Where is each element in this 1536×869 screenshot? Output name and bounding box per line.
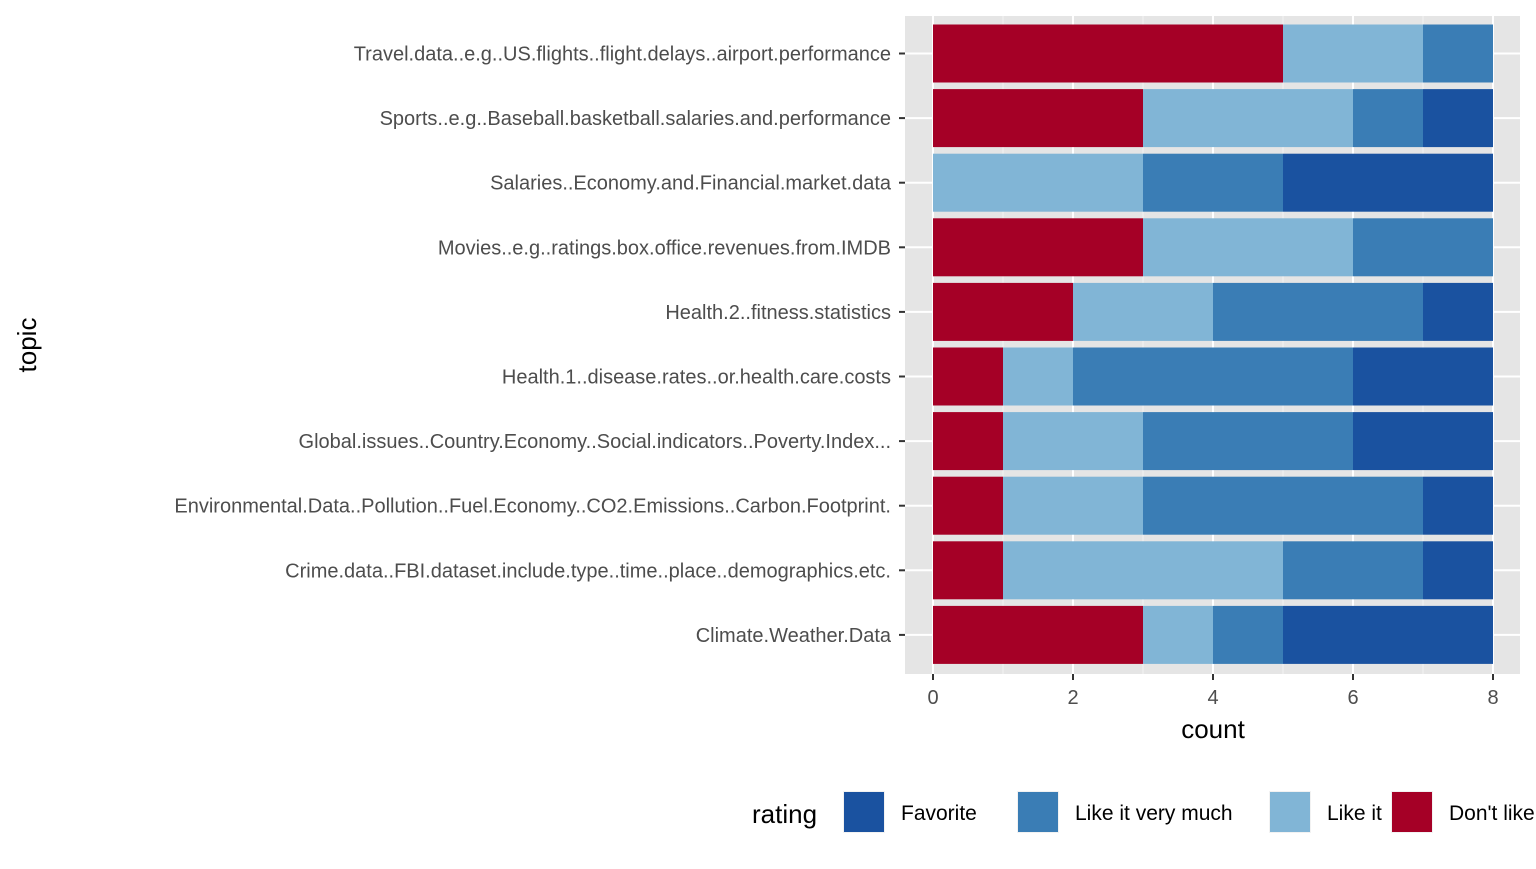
legend-title: rating [752,799,817,829]
x-tick-label: 8 [1487,687,1498,709]
x-tick-label: 4 [1207,687,1218,709]
bar-segment [1423,89,1493,148]
bar-segment [933,476,1003,535]
bar-segment [1003,412,1143,471]
y-tick-label: Movies..e.g..ratings.box.office.revenues… [438,237,891,259]
y-tick-label: Health.1..disease.rates..or.health.care.… [502,367,891,389]
bar-segment [933,24,1283,83]
bar-segment [1003,347,1073,406]
legend-label: Like it very much [1075,802,1233,825]
legend-swatch [1270,792,1310,832]
y-tick-label: Crime.data..FBI.dataset.include.type..ti… [285,560,891,582]
legend-label: Don't like [1449,802,1535,825]
bar-segment [1353,89,1423,148]
legend-swatch [844,792,884,832]
bar-segment [933,282,1073,341]
y-tick-label: Travel.data..e.g..US.flights..flight.del… [354,44,891,66]
y-tick-label: Sports..e.g..Baseball.basketball.salarie… [380,108,891,130]
y-tick-label: Climate.Weather.Data [696,625,892,647]
legend-swatch [1392,792,1432,832]
bar-segment [1143,218,1353,277]
bar-segment [1423,282,1493,341]
bar-segment [933,89,1143,148]
bar-segment [1143,153,1283,212]
bar-segment [1213,605,1283,664]
x-tick-label: 2 [1067,687,1078,709]
legend-swatch [1018,792,1058,832]
x-tick-label: 0 [927,687,938,709]
bar-segment [1353,412,1493,471]
bar-segment [1073,282,1213,341]
x-axis-title: count [1181,714,1245,744]
bar-segment [1143,412,1353,471]
bar-segment [933,153,1143,212]
legend-label: Favorite [901,802,977,825]
bar-segment [1283,541,1423,600]
bar-segment [1143,476,1423,535]
bar-segment [1073,347,1353,406]
bar-segment [1283,24,1423,83]
y-tick-label: Salaries..Economy.and.Financial.market.d… [490,173,892,195]
bar-segment [933,412,1003,471]
y-axis-title: topic [12,318,42,373]
bar-segment [1423,24,1493,83]
bar-segment [933,347,1003,406]
bar-segment [1143,89,1353,148]
bar-segment [1283,153,1493,212]
bar-segment [933,605,1143,664]
bar-segment [1353,347,1493,406]
bar-segment [1353,218,1493,277]
y-tick-label: Global.issues..Country.Economy..Social.i… [299,431,891,453]
bar-segment [1003,476,1143,535]
bar-segment [1423,476,1493,535]
bar-segment [1003,541,1283,600]
bar-segment [1143,605,1213,664]
bar-segment [933,218,1143,277]
bar-segment [933,541,1003,600]
legend-label: Like it [1327,802,1382,825]
x-tick-label: 6 [1347,687,1358,709]
bar-segment [1213,282,1423,341]
y-tick-label: Environmental.Data..Pollution..Fuel.Econ… [174,496,891,518]
bar-segment [1423,541,1493,600]
bar-segment [1283,605,1493,664]
y-tick-label: Health.2..fitness.statistics [665,302,891,324]
